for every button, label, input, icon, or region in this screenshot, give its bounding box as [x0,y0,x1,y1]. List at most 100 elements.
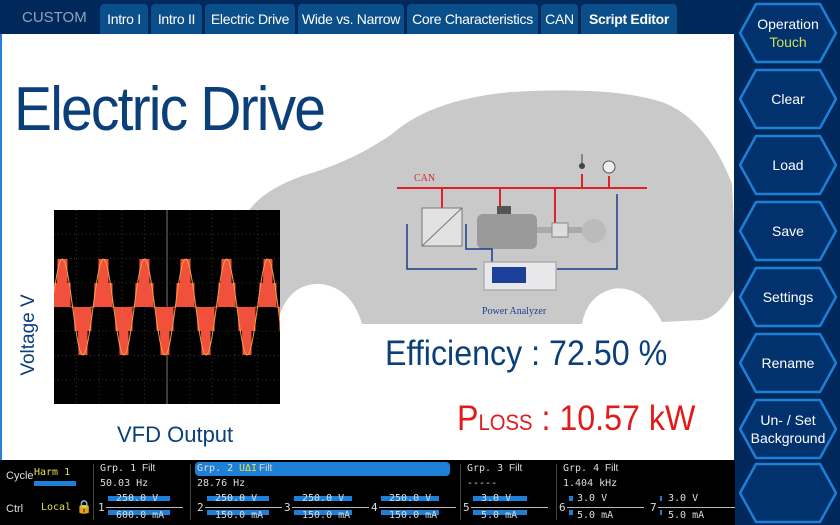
voltage-range-bar [473,496,527,501]
ctrl-label: Ctrl [6,503,24,515]
sidebar-button-rename[interactable]: Rename [738,332,838,394]
right-sidebar: Operation Touch Clear Load Save Settings Renam… [735,0,840,525]
current-range-bar [381,510,439,515]
power-loss-readout: PLOSS : 10.57 kW [457,399,695,439]
element-number: 4 [371,501,378,514]
current-range: 150.0 mA [215,510,264,521]
current-range-bar [569,510,573,515]
element-number: 2 [197,501,204,514]
voltage-range: 250.0 V [302,493,345,504]
current-range: 5.0 mA [668,510,705,521]
scope-caption: VFD Output [117,422,234,447]
tab-core-characteristics[interactable]: Core Characteristics [407,4,538,34]
group-name[interactable]: Grp. 2 [197,463,234,474]
voltage-range: 3.0 V [668,493,699,504]
element-number: 6 [559,501,566,514]
current-range-bar [207,510,269,515]
voltage-range-bar [108,496,170,501]
current-range-bar [473,510,527,515]
sidebar-button-clear[interactable]: Clear [738,68,838,130]
range-scale [379,507,456,508]
group-filter: Filt [142,463,156,474]
voltage-range-bar [660,496,662,501]
motor-icon [477,214,537,249]
pwm-trace [54,258,280,356]
group-frequency: ----- [467,478,498,489]
element-number: 3 [284,501,291,514]
current-range: 5.0 mA [481,510,518,521]
content-panel: CAN Power Analyzer Electric Drive Voltag… [0,34,734,460]
voltage-range: 3.0 V [481,493,512,504]
group-filter: Filt [509,463,523,474]
group-name[interactable]: Grp. 3 [467,463,504,474]
sidebar-button-blank[interactable] [738,462,838,524]
group-name[interactable]: Grp. 4 [563,463,600,474]
ploss-symbol: P [457,399,479,438]
power-analyzer-label: Power Analyzer [482,306,547,317]
efficiency-readout: Efficiency : 72.50 % [385,334,668,373]
tab-intro-2[interactable]: Intro II [151,4,202,34]
vfd-waveform-scope [54,210,280,404]
sidebar-button-un-set-background[interactable]: Un- / Set Background [738,398,838,460]
button-label: Settings [762,289,814,305]
range-scale [567,507,644,508]
group-name[interactable]: Grp. 1 [100,463,137,474]
can-label: CAN [414,173,435,184]
car-diagram: CAN Power Analyzer [242,90,734,359]
current-range-bar [108,510,170,515]
tab-can[interactable]: CAN [541,4,578,34]
group-filter: Filt [605,463,619,474]
sidebar-button-save[interactable]: Save [738,200,838,262]
group-2-highlight[interactable] [195,462,450,476]
button-label: Operation [757,16,819,32]
scope-y-label: Voltage V [18,294,39,376]
element-number: 1 [98,501,105,514]
button-label: Load [772,157,804,173]
current-range: 600.0 mA [116,510,165,521]
voltage-range: 250.0 V [389,493,432,504]
cycle-value[interactable]: Harm 1 [34,467,71,478]
button-sublabel: Touch [769,34,807,50]
current-range: 150.0 mA [302,510,351,521]
tab-electric-drive[interactable]: Electric Drive [205,4,295,34]
voltage-range-bar [207,496,269,501]
group-frequency: 28.76 Hz [197,478,246,489]
button-label: Save [772,223,804,239]
load-machine-icon [582,219,606,243]
range-scale [292,507,369,508]
cycle-progress [34,481,76,486]
current-range: 5.0 mA [577,510,614,521]
voltage-range: 250.0 V [116,493,159,504]
group-mode: UΔI [239,463,258,474]
voltage-range: 250.0 V [215,493,258,504]
element-number: 5 [463,501,470,514]
current-range: 150.0 mA [389,510,438,521]
sidebar-button-load[interactable]: Load [738,134,838,196]
element-number: 7 [650,501,657,514]
fundamental-trace [54,258,280,356]
ctrl-value: Local [41,502,72,513]
voltage-range: 3.0 V [577,493,608,504]
lock-icon[interactable]: 🔒 [76,500,93,515]
button-label: Rename [761,355,815,371]
voltage-range-bar [381,496,439,501]
tab-intro-1[interactable]: Intro I [100,4,148,34]
voltage-range-bar [569,496,573,501]
tab-script-editor[interactable]: Script Editor [581,4,677,34]
sidebar-button-settings[interactable]: Settings [738,266,838,328]
cycle-label: Cycle [6,470,34,482]
gauge-icon [602,160,616,174]
range-scale [205,507,282,508]
top-bar: CUSTOM Intro I Intro II Electric Drive W… [0,0,735,34]
sidebar-button-operation[interactable]: Operation Touch [738,2,838,64]
ploss-subscript: LOSS [478,410,533,435]
page-title: Electric Drive [14,75,326,144]
tab-wide-vs-narrow[interactable]: Wide vs. Narrow [298,4,404,34]
voltage-range-bar [294,496,352,501]
range-scale [106,507,183,508]
ploss-value: : 10.57 kW [532,399,696,438]
mode-label: CUSTOM [22,9,87,26]
range-scale [658,507,735,508]
button-label: Clear [771,91,805,107]
group-frequency: 1.404 kHz [563,478,618,489]
